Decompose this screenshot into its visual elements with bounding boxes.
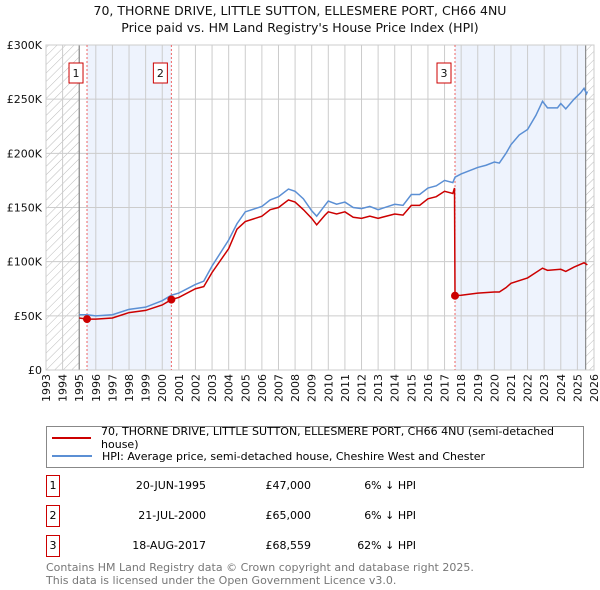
sale-marker-label: 2: [46, 505, 60, 527]
sale-marker-label: 3: [441, 67, 448, 80]
sale-marker-label: 1: [73, 67, 80, 80]
legend-label-property: 70, THORNE DRIVE, LITTLE SUTTON, ELLESME…: [101, 425, 555, 451]
sale-marker-label: 1: [46, 475, 60, 497]
x-tick-label: 2002: [189, 374, 202, 402]
chart-subtitle: Price paid vs. HM Land Registry's House …: [121, 20, 479, 35]
sale-price: £68,559: [265, 539, 312, 552]
x-tick-label: 2022: [522, 374, 535, 402]
sale-marker-box: [436, 62, 452, 84]
x-tick-label: 2009: [306, 374, 319, 402]
x-tick-label: 2021: [505, 374, 518, 402]
x-tick-label: 1996: [90, 374, 103, 402]
plot-area: 1993 1994 1995 1996 1997 1998 1999 2000 2001 2002…: [7, 39, 600, 402]
x-tick-label: 2007: [272, 374, 285, 402]
x-tick-label: 2018: [455, 374, 468, 402]
x-tick-label: 2010: [322, 374, 335, 402]
sale-date: 21-JUL-2000: [138, 509, 206, 522]
footer-line-1: Contains HM Land Registry data © Crown c…: [46, 561, 474, 574]
legend-swatch-property: [52, 437, 92, 439]
x-tick-label: 2016: [422, 374, 435, 402]
sale-point: [83, 315, 92, 324]
x-tick-label: 2011: [339, 374, 352, 402]
x-tick-label: 2025: [571, 374, 584, 402]
sale-point: [451, 291, 460, 300]
sale-price: £65,000: [265, 509, 312, 522]
x-tick-label: 2017: [439, 374, 452, 402]
y-tick-label: £200K: [7, 147, 43, 160]
price-line: [79, 187, 588, 320]
sale-date: 20-JUN-1995: [135, 479, 206, 492]
legend-swatch-hpi: [52, 455, 92, 457]
sale-row: 3 18-AUG-2017 £68,559 62% ↓ HPI: [46, 535, 446, 557]
x-tick-label: 2012: [356, 374, 369, 402]
sale-hpi-diff: 62% ↓ HPI: [357, 539, 416, 552]
sale-marker-label: 2: [157, 67, 164, 80]
y-tick-label: £100K: [7, 256, 43, 269]
y-tick-label: £50K: [14, 310, 43, 323]
x-tick-label: 2015: [405, 374, 418, 402]
sale-date: 18-AUG-2017: [132, 539, 206, 552]
y-tick-label: £150K: [7, 202, 43, 215]
sale-hpi-diff: 6% ↓ HPI: [364, 509, 416, 522]
x-tick-label: 2023: [538, 374, 551, 402]
x-tick-label: 1993: [40, 374, 53, 402]
x-tick-label: 2000: [156, 374, 169, 402]
x-tick-label: 2013: [372, 374, 385, 402]
x-tick-label: 1995: [73, 374, 86, 402]
x-tick-label: 2014: [389, 374, 402, 402]
footer-line-2: This data is licensed under the Open Gov…: [46, 574, 397, 587]
sale-row: 2 21-JUL-2000 £65,000 6% ↓ HPI: [46, 505, 446, 527]
x-tick-label: 2003: [206, 374, 219, 402]
sale-price: £47,000: [265, 479, 312, 492]
x-tick-label: 2005: [239, 374, 252, 402]
x-tick-label: 2024: [555, 374, 568, 402]
sale-hpi-diff: 6% ↓ HPI: [364, 479, 416, 492]
y-tick-label: £250K: [7, 93, 43, 106]
x-tick-label: 1997: [106, 374, 119, 402]
legend: 70, THORNE DRIVE, LITTLE SUTTON, ELLESME…: [46, 425, 584, 468]
sale-row: 1 20-JUN-1995 £47,000 6% ↓ HPI: [46, 475, 446, 497]
hpi-line: [79, 86, 589, 317]
sale-marker-box: [152, 62, 168, 84]
x-tick-label: 2008: [289, 374, 302, 402]
x-tick-label: 1999: [140, 374, 153, 402]
x-tick-label: 1998: [123, 374, 136, 402]
y-tick-label: £0: [28, 364, 42, 377]
legend-label-hpi: HPI: Average price, semi-detached house,…: [102, 449, 486, 463]
x-tick-label: 2001: [173, 374, 186, 402]
x-tick-label: 2019: [472, 374, 485, 402]
chart-title: 70, THORNE DRIVE, LITTLE SUTTON, ELLESME…: [93, 3, 507, 18]
x-tick-label: 2026: [588, 374, 600, 402]
sale-point: [167, 295, 176, 304]
plot-border: [45, 44, 595, 371]
sale-marker-label: 3: [46, 535, 60, 557]
x-tick-label: 2020: [488, 374, 501, 402]
x-tick-label: 1994: [57, 374, 70, 402]
x-tick-label: 2006: [256, 374, 269, 402]
sale-marker-box: [68, 62, 84, 84]
y-tick-label: £300K: [7, 39, 43, 52]
x-tick-label: 2004: [223, 374, 236, 402]
